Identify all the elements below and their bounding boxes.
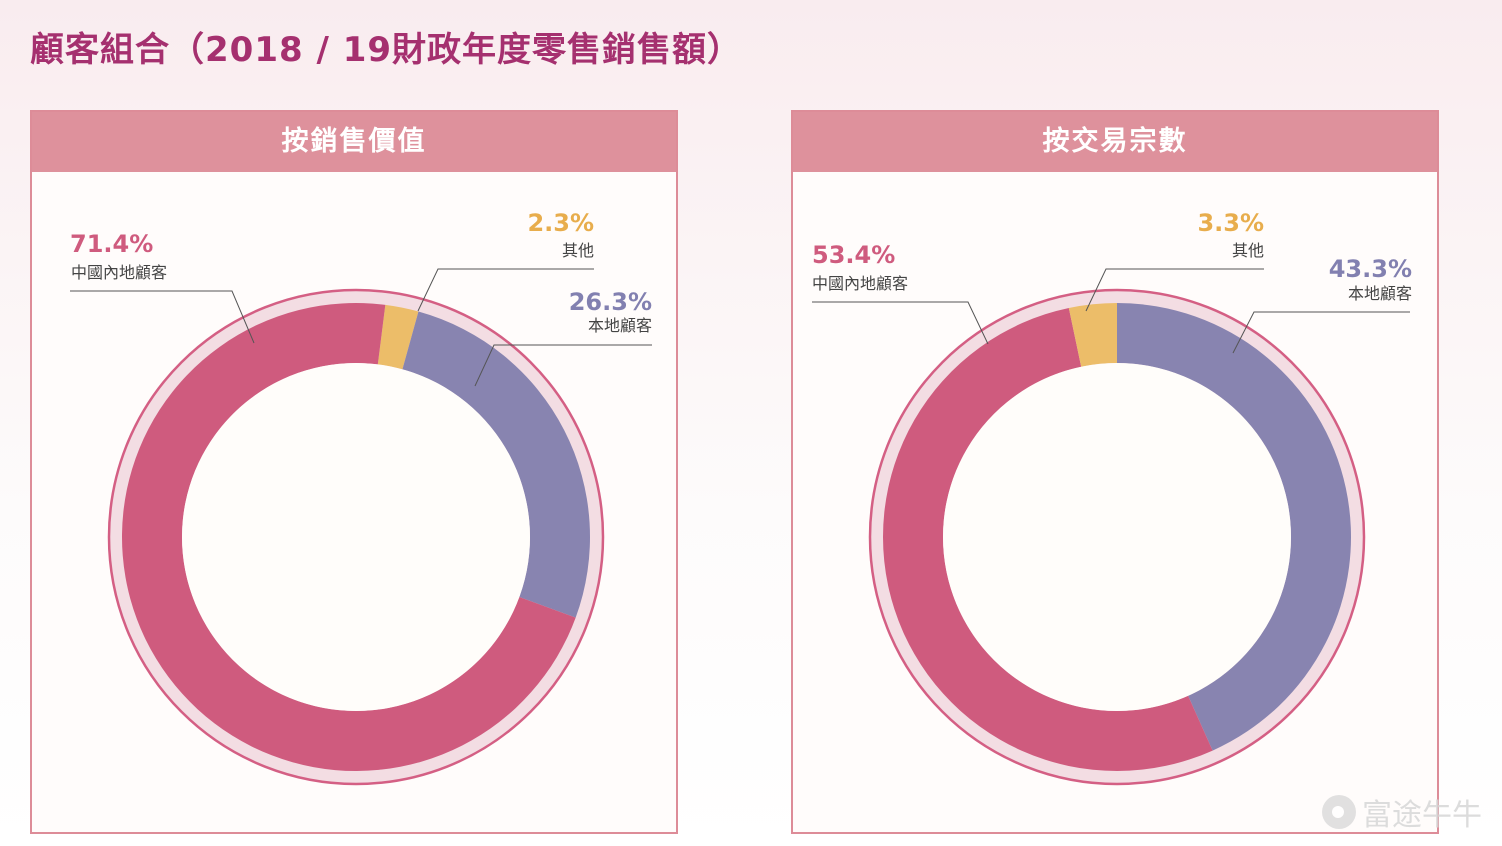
leader-line-right-other (1085, 268, 1264, 312)
label-left-local-pct: 26.3% (568, 288, 652, 316)
panel-header-sales-value: 按銷售價值 (32, 112, 676, 172)
label-left-mainland-pct: 71.4% (70, 230, 154, 258)
leader-line-left-local (474, 344, 652, 387)
leader-line-right-local (1232, 311, 1410, 354)
label-left-local-name: 本地顧客 (587, 316, 652, 335)
donut-hole (182, 363, 530, 711)
label-left-other-pct: 2.3% (527, 209, 594, 237)
label-right-mainland-name: 中國內地顧客 (812, 274, 909, 293)
futu-logo-icon (1322, 795, 1356, 829)
watermark: 富途牛牛 (1322, 790, 1482, 834)
donut-chart-sales-value (107, 288, 605, 786)
label-left-other-name: 其他 (561, 241, 594, 260)
segment-other (1068, 303, 1117, 367)
leader-line-left-mainland (70, 290, 255, 344)
segment-local (402, 311, 590, 618)
label-right-local-pct: 43.3% (1328, 255, 1412, 283)
segment-local (1117, 303, 1351, 751)
segment-mainland (883, 308, 1213, 771)
label-left-mainland-name: 中國內地顧客 (71, 263, 168, 282)
leader-line-left-other (417, 268, 594, 312)
leader-lines (70, 268, 1410, 387)
leader-line-right-mainland (812, 301, 989, 345)
segment-other (377, 304, 419, 370)
watermark-text: 富途牛牛 (1362, 798, 1482, 833)
donut-chart-transactions (868, 288, 1366, 786)
label-right-other-name: 其他 (1231, 241, 1264, 260)
label-right-other-pct: 3.3% (1197, 209, 1264, 237)
page-title: 顧客組合（2018 / 19財政年度零售銷售額） (30, 30, 743, 70)
panel-header-transactions: 按交易宗數 (793, 112, 1437, 172)
label-right-mainland-pct: 53.4% (812, 241, 896, 269)
donut-hole (943, 363, 1291, 711)
label-right-local-name: 本地顧客 (1347, 284, 1412, 303)
